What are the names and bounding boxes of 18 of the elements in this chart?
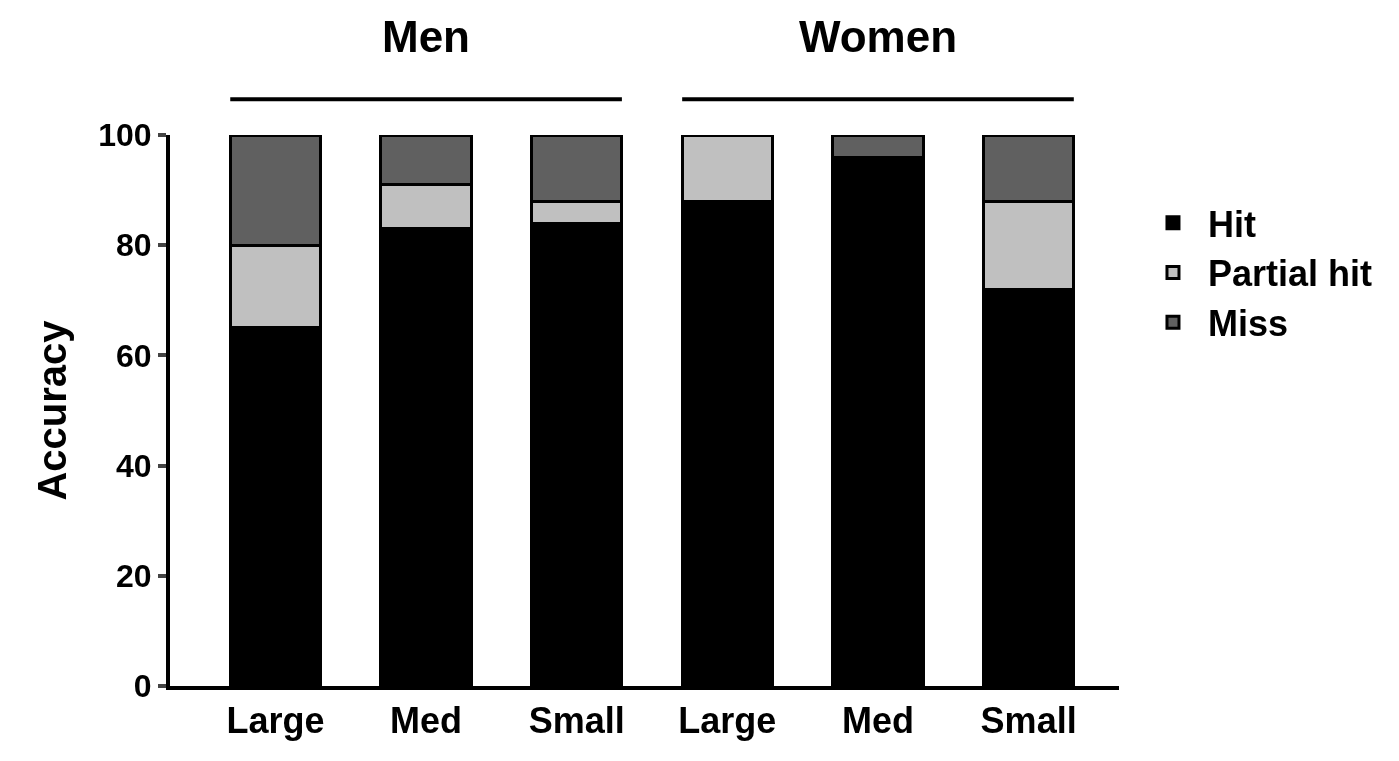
text: Women xyxy=(799,12,958,61)
y-tick-label: 20 xyxy=(116,558,152,594)
text: Men xyxy=(382,12,470,61)
y-tick-label: 100 xyxy=(98,117,152,154)
y-tick-label: 0 xyxy=(133,668,152,705)
y-axis-title: Accuracy xyxy=(30,319,75,501)
x-tick-label: Large xyxy=(678,700,777,742)
x-tick-label: Large xyxy=(226,700,325,742)
legend-label: Miss xyxy=(1207,303,1289,345)
y-tick-label: 60 xyxy=(116,337,152,374)
x-tick-label: Small xyxy=(980,700,1077,742)
y-tick-label: 80 xyxy=(116,227,152,264)
x-tick-label: Med xyxy=(390,700,463,742)
x-tick-label: Small xyxy=(528,700,625,742)
y-tick-label: 40 xyxy=(116,447,152,484)
x-tick-label: Med xyxy=(841,700,914,742)
legend-label: Hit xyxy=(1207,203,1256,245)
legend-label: Partial hit xyxy=(1207,253,1373,295)
